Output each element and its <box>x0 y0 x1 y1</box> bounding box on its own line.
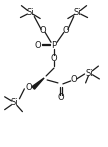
Text: O: O <box>58 93 64 102</box>
Text: O: O <box>25 83 32 92</box>
Polygon shape <box>32 78 44 89</box>
Text: Si: Si <box>26 8 34 17</box>
Text: O: O <box>51 54 57 63</box>
Text: O: O <box>70 75 77 84</box>
Text: Si: Si <box>11 98 18 107</box>
Text: O: O <box>40 26 46 35</box>
Text: P: P <box>51 41 57 50</box>
Text: O: O <box>63 26 69 35</box>
Text: O: O <box>35 41 41 50</box>
Text: Si: Si <box>86 69 93 77</box>
Text: Si: Si <box>74 8 82 17</box>
